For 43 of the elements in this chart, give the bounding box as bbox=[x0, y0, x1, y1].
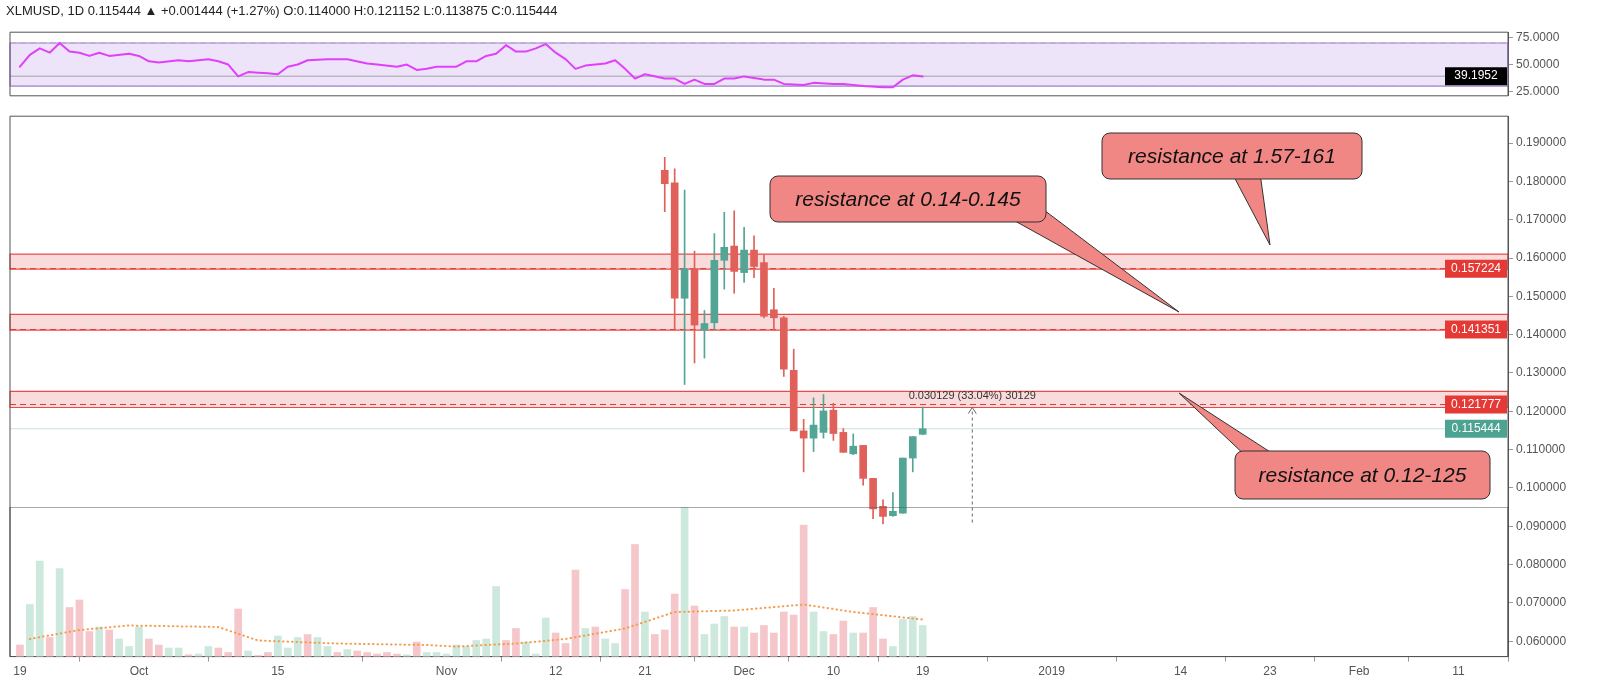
y-tick-label: 0.160000 bbox=[1516, 250, 1567, 265]
x-tick-label: Feb bbox=[1348, 664, 1370, 679]
y-tick-label: 0.060000 bbox=[1516, 633, 1567, 648]
annotation: 0.030129 (33.04%) 30129 bbox=[908, 389, 1036, 402]
annotation: resistance at 0.12-125 bbox=[1258, 463, 1467, 486]
annotation: resistance at 1.57-161 bbox=[1128, 144, 1336, 167]
ref-line-label: 39.1952 bbox=[1454, 68, 1499, 83]
y-tick-label: 0.110000 bbox=[1516, 441, 1566, 456]
y-tick-label: 50.0000 bbox=[1516, 56, 1560, 71]
ref-line-label: 0.121777 bbox=[1450, 396, 1502, 411]
callout-box: resistance at 1.57-161 bbox=[1101, 132, 1363, 246]
x-tick-label: 14 bbox=[1173, 664, 1188, 679]
y-tick-label: 25.0000 bbox=[1516, 83, 1560, 98]
callout-box: resistance at 0.14-0.145 bbox=[769, 175, 1180, 313]
x-tick-label: 15 bbox=[271, 664, 285, 679]
y-tick-label: 0.120000 bbox=[1516, 403, 1567, 418]
x-tick-label: 2019 bbox=[1038, 664, 1066, 679]
y-tick-label: 75.0000 bbox=[1516, 29, 1560, 44]
x-tick-label: Dec bbox=[733, 664, 755, 679]
y-tick-label: 0.190000 bbox=[1516, 135, 1567, 150]
y-tick-label: 0.130000 bbox=[1516, 365, 1567, 380]
annotation: resistance at 0.14-0.145 bbox=[795, 187, 1021, 210]
y-tick-label: 0.140000 bbox=[1516, 326, 1567, 341]
x-tick-label: 19 bbox=[13, 664, 27, 679]
y-tick-label: 0.150000 bbox=[1516, 288, 1567, 303]
chart-title: XLMUSD, 1D 0.115444 ▲ +0.001444 (+1.27%) O:0.114000 H:0.121152 L:0.113875 C:0.115444 bbox=[6, 3, 558, 18]
y-tick-label: 0.080000 bbox=[1516, 556, 1567, 571]
x-tick-label: 23 bbox=[1263, 664, 1277, 679]
ref-line-label: 0.141351 bbox=[1450, 321, 1502, 336]
y-tick-label: 0.180000 bbox=[1516, 173, 1567, 188]
y-tick-label: 0.170000 bbox=[1516, 211, 1567, 226]
x-tick-label: 12 bbox=[548, 664, 563, 679]
x-tick-label: 21 bbox=[638, 664, 652, 679]
y-tick-label: 0.090000 bbox=[1516, 518, 1567, 533]
x-tick-label: Oct bbox=[129, 664, 149, 679]
y-tick-label: 0.070000 bbox=[1516, 595, 1567, 610]
ref-line-label: 0.157224 bbox=[1450, 260, 1502, 275]
x-tick-label: 10 bbox=[826, 664, 841, 679]
x-tick-label: 19 bbox=[916, 664, 930, 679]
x-tick-label: Nov bbox=[435, 664, 458, 679]
y-tick-label: 0.100000 bbox=[1516, 480, 1567, 495]
ref-line-label: 0.115444 bbox=[1451, 421, 1501, 436]
x-tick-label: 11 bbox=[1452, 664, 1465, 679]
